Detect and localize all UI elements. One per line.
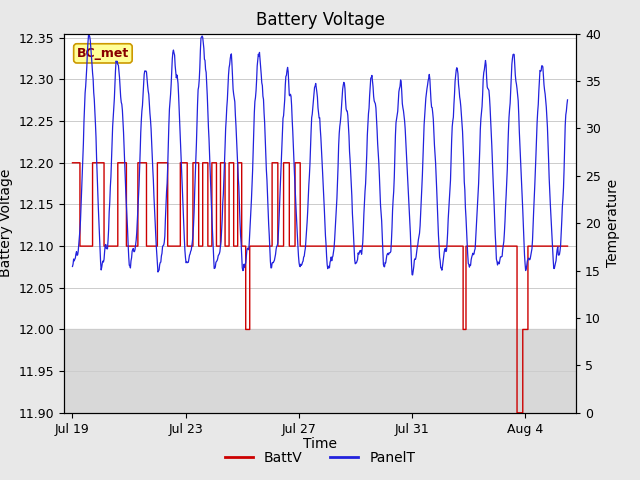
Legend: BattV, PanelT: BattV, PanelT <box>220 445 420 471</box>
X-axis label: Time: Time <box>303 437 337 451</box>
Text: BC_met: BC_met <box>77 47 129 60</box>
Y-axis label: Battery Voltage: Battery Voltage <box>0 169 13 277</box>
Bar <box>64 329 576 413</box>
Y-axis label: Temperature: Temperature <box>607 179 620 267</box>
Title: Battery Voltage: Battery Voltage <box>255 11 385 29</box>
